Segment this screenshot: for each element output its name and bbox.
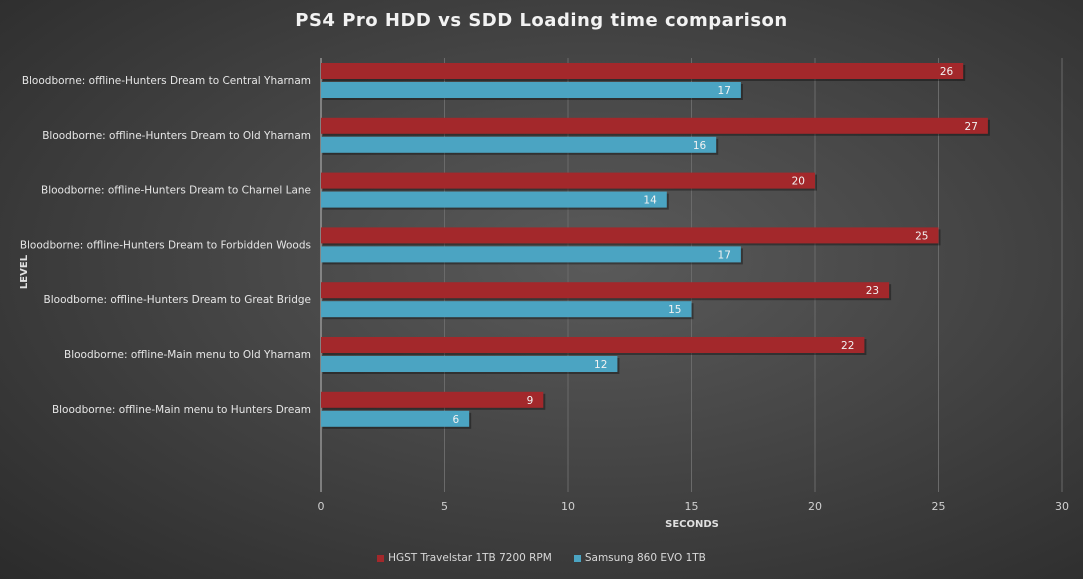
legend-swatch xyxy=(573,554,581,562)
data-label: 16 xyxy=(693,140,707,152)
x-axis-title: SECONDS xyxy=(665,519,719,530)
bar xyxy=(321,282,890,299)
data-label: 15 xyxy=(668,304,681,316)
category-label: Bloodborne: offline-Hunters Dream to Gre… xyxy=(44,294,311,306)
data-label: 9 xyxy=(527,395,534,407)
y-axis-title: LEVEL xyxy=(19,254,30,289)
data-label: 26 xyxy=(940,66,954,78)
bar xyxy=(321,301,692,318)
x-tick-label: 30 xyxy=(1055,500,1069,513)
category-label: Bloodborne: offline-Hunters Dream to Cha… xyxy=(41,185,311,197)
legend-label: HGST Travelstar 1TB 7200 RPM xyxy=(388,552,552,564)
bar xyxy=(321,82,741,98)
category-label: Bloodborne: offline-Main menu to Hunters… xyxy=(52,404,311,416)
x-tick-label: 15 xyxy=(685,500,699,513)
bar xyxy=(321,391,544,408)
bar xyxy=(321,172,815,189)
x-tick-label: 10 xyxy=(561,500,575,513)
legend: HGST Travelstar 1TB 7200 RPM Samsung 860… xyxy=(0,552,1083,564)
legend-item-samsung: Samsung 860 EVO 1TB xyxy=(573,552,706,564)
data-label: 17 xyxy=(718,249,731,261)
data-label: 20 xyxy=(792,176,805,188)
data-label: 27 xyxy=(965,121,978,133)
category-label: Bloodborne: offline-Hunters Dream to Cen… xyxy=(22,75,311,87)
legend-label: Samsung 860 EVO 1TB xyxy=(584,552,706,564)
data-label: 14 xyxy=(643,195,657,207)
x-tick-label: 0 xyxy=(318,500,325,513)
legend-item-hgst: HGST Travelstar 1TB 7200 RPM xyxy=(377,552,552,564)
x-tick-label: 5 xyxy=(441,500,448,513)
data-label: 6 xyxy=(453,414,460,426)
category-label: Bloodborne: offline-Hunters Dream to Old… xyxy=(42,130,311,142)
bar xyxy=(321,136,717,153)
x-tick-label: 25 xyxy=(932,500,946,513)
data-label: 12 xyxy=(594,359,607,371)
chart-title: PS4 Pro HDD vs SDD Loading time comparis… xyxy=(295,10,788,31)
bar xyxy=(321,191,667,208)
bar xyxy=(321,246,741,263)
bar xyxy=(321,117,988,134)
data-label: 17 xyxy=(718,85,731,97)
bar xyxy=(321,63,964,79)
bar xyxy=(321,410,470,427)
x-tick-label: 20 xyxy=(808,500,822,513)
category-label: Bloodborne: offline-Main menu to Old Yha… xyxy=(64,349,311,361)
category-label: Bloodborne: offline-Hunters Dream to For… xyxy=(20,239,311,251)
data-label: 23 xyxy=(866,285,879,297)
bar xyxy=(321,337,865,353)
bar xyxy=(321,356,618,372)
legend-swatch xyxy=(377,554,385,562)
data-label: 22 xyxy=(841,340,854,352)
bar xyxy=(321,227,939,244)
data-label: 25 xyxy=(915,230,928,242)
